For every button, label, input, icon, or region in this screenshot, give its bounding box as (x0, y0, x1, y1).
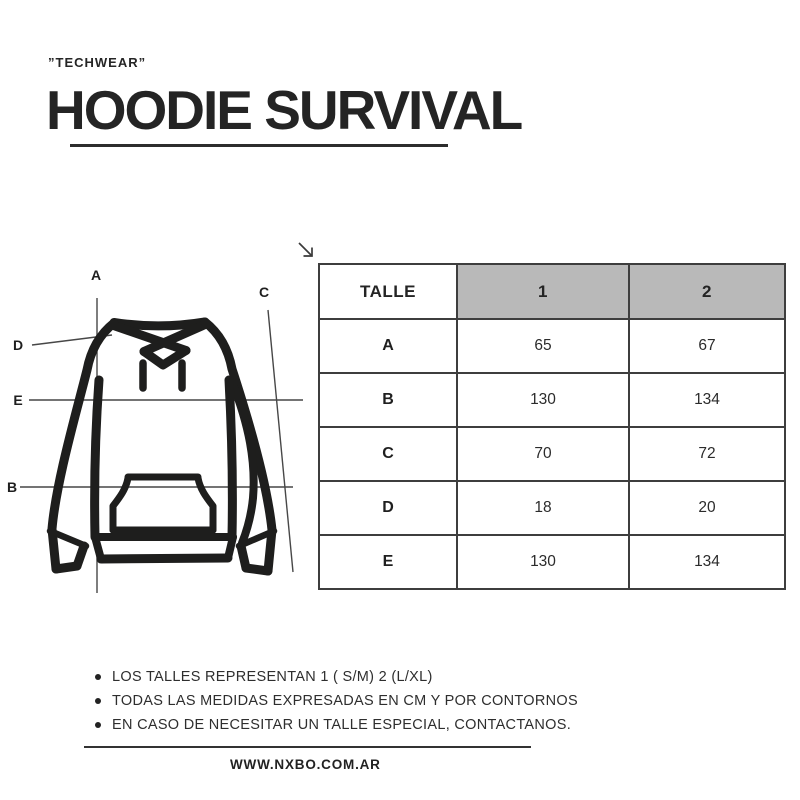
row-label: C (318, 426, 458, 482)
cell-value: 67 (628, 318, 786, 374)
col-header-talle: TALLE (318, 263, 458, 320)
measure-label-b: B (6, 479, 18, 495)
measure-label-c: C (258, 284, 270, 300)
table-row-b: B 130 134 (318, 372, 786, 428)
footer-divider (84, 746, 531, 748)
bullet-icon (95, 722, 101, 728)
title-underline (70, 144, 448, 147)
page-title: HOODIE SURVIVAL (46, 79, 523, 141)
cell-value: 70 (456, 426, 630, 482)
table-row-d: D 18 20 (318, 480, 786, 536)
row-label: B (318, 372, 458, 428)
row-label: A (318, 318, 458, 374)
hoodie-outline-icon (46, 317, 278, 576)
cell-value: 20 (628, 480, 786, 536)
cell-value: 134 (628, 534, 786, 590)
pocket-outline (109, 473, 217, 534)
table-row-a: A 65 67 (318, 318, 786, 374)
cell-value: 72 (628, 426, 786, 482)
hoodie-measure-diagram (20, 242, 313, 593)
cell-value: 65 (456, 318, 630, 374)
cell-value: 130 (456, 372, 630, 428)
note-text: LOS TALLES REPRESENTAN 1 ( S/M) 2 (L/XL) (112, 669, 433, 685)
brand-eyebrow: ”TECHWEAR” (48, 55, 147, 70)
notes-list: LOS TALLES REPRESENTAN 1 ( S/M) 2 (L/XL)… (95, 669, 578, 741)
list-item: TODAS LAS MEDIDAS EXPRESADAS EN CM Y POR… (95, 693, 578, 709)
cell-value: 134 (628, 372, 786, 428)
row-label: D (318, 480, 458, 536)
col-header-size-2: 2 (628, 263, 786, 320)
measure-label-e: E (13, 392, 23, 408)
col-header-size-1: 1 (456, 263, 630, 320)
table-row-c: C 70 72 (318, 426, 786, 482)
measure-line-c (267, 309, 294, 573)
table-pointer-arrow-icon (298, 242, 313, 257)
size-table: TALLE 1 2 A 65 67 B 130 134 C 70 72 D 18… (318, 263, 786, 590)
cell-value: 130 (456, 534, 630, 590)
note-text: EN CASO DE NECESITAR UN TALLE ESPECIAL, … (112, 717, 572, 733)
table-row-e: E 130 134 (318, 534, 786, 590)
bullet-icon (95, 674, 101, 680)
size-table-header-row: TALLE 1 2 (318, 263, 786, 320)
bullet-icon (95, 698, 101, 704)
measure-label-d: D (12, 337, 24, 353)
measure-label-a: A (90, 267, 102, 283)
note-text: TODAS LAS MEDIDAS EXPRESADAS EN CM Y POR… (112, 693, 578, 709)
row-label: E (318, 534, 458, 590)
list-item: LOS TALLES REPRESENTAN 1 ( S/M) 2 (L/XL) (95, 669, 578, 685)
list-item: EN CASO DE NECESITAR UN TALLE ESPECIAL, … (95, 717, 578, 733)
website-text: WWW.NXBO.COM.AR (230, 757, 381, 772)
cell-value: 18 (456, 480, 630, 536)
